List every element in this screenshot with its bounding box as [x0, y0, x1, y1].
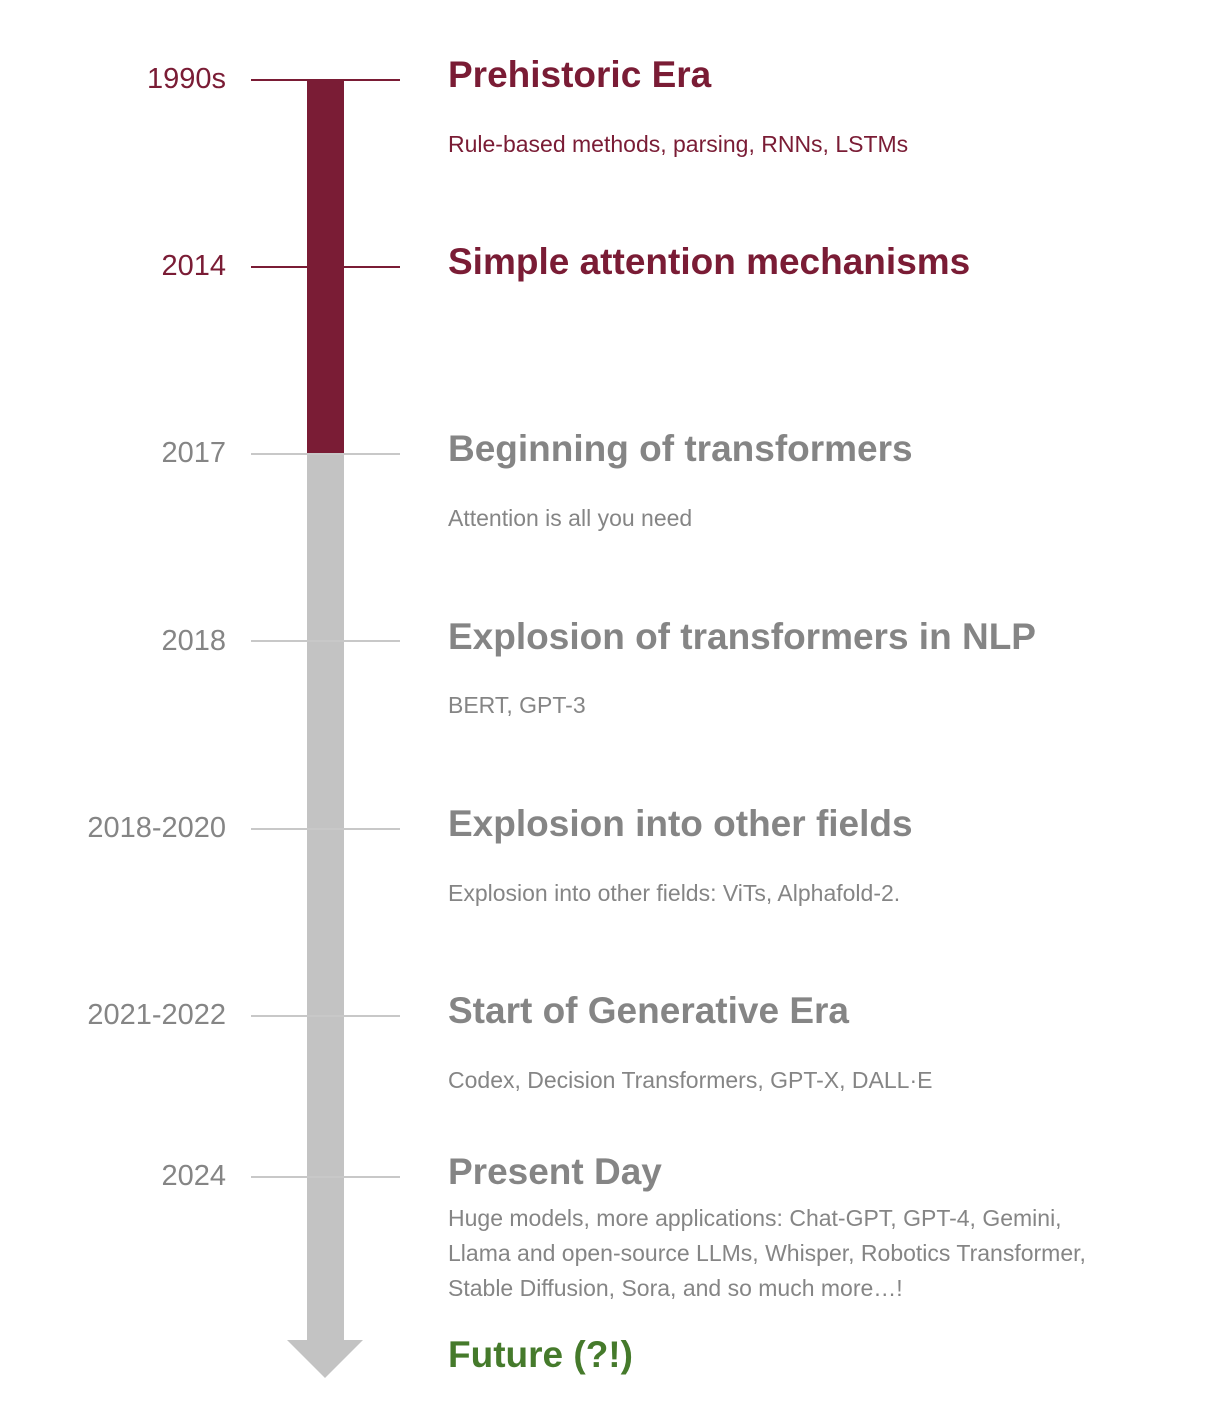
year-label: 2018: [161, 625, 226, 657]
event-title: Simple attention mechanisms: [448, 241, 971, 282]
timeline-bar-recent: [307, 454, 344, 1342]
event-description-line: Stable Diffusion, Sora, and so much more…: [448, 1275, 903, 1301]
event-description: BERT, GPT-3: [448, 692, 586, 718]
event-description-line: Llama and open-source LLMs, Whisper, Rob…: [448, 1240, 1086, 1266]
event-title: Prehistoric Era: [448, 54, 712, 95]
tick-2018-2020: [251, 828, 400, 830]
event-title: Beginning of transformers: [448, 428, 913, 469]
tick-1990s: [251, 79, 400, 81]
tick-2014: [251, 266, 400, 268]
event-title: Explosion of transformers in NLP: [448, 616, 1036, 657]
year-label: 1990s: [146, 63, 226, 95]
tick-2018: [251, 640, 400, 642]
event-description: Explosion into other fields: ViTs, Alpha…: [448, 880, 901, 906]
arrow-down-icon: [287, 1340, 363, 1378]
year-label: 2017: [161, 437, 226, 469]
event-title: Explosion into other fields: [448, 803, 913, 844]
event-description: Codex, Decision Transformers, GPT-X, DAL…: [448, 1067, 933, 1093]
tick-2021-2022: [251, 1015, 400, 1017]
tick-2017: [251, 453, 400, 455]
event-description: Attention is all you need: [448, 505, 693, 531]
year-label: 2014: [161, 250, 226, 282]
event-title: Present Day: [448, 1151, 662, 1192]
future-title: Future (?!): [448, 1334, 633, 1375]
year-label: 2021-2022: [87, 999, 226, 1031]
year-label: 2018-2020: [87, 812, 226, 844]
tick-2024: [251, 1176, 400, 1178]
event-title: Start of Generative Era: [448, 990, 849, 1031]
year-label: 2024: [161, 1160, 226, 1192]
event-description: Rule-based methods, parsing, RNNs, LSTMs: [448, 131, 909, 157]
event-description-line: Huge models, more applications: Chat-GPT…: [448, 1205, 1062, 1231]
